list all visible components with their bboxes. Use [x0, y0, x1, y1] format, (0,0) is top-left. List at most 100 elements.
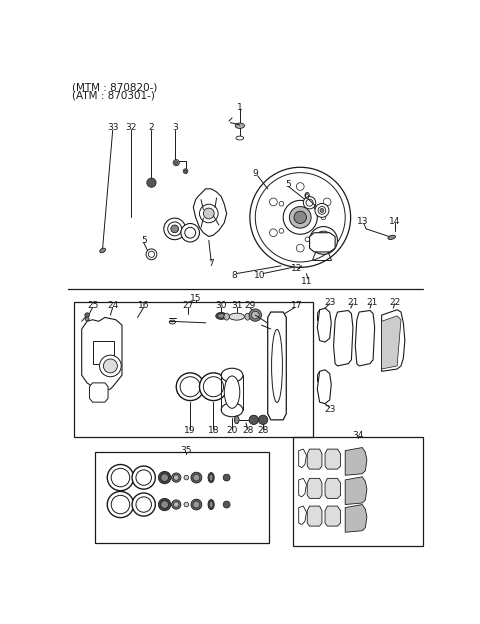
Circle shape — [250, 167, 350, 267]
Circle shape — [103, 359, 117, 373]
Text: (ATM : 870301-): (ATM : 870301-) — [72, 90, 155, 100]
Circle shape — [200, 373, 228, 401]
Circle shape — [305, 193, 310, 198]
Circle shape — [270, 229, 277, 236]
Circle shape — [174, 502, 179, 507]
Ellipse shape — [224, 313, 229, 320]
Circle shape — [323, 198, 331, 206]
Text: 31: 31 — [231, 301, 242, 310]
Polygon shape — [317, 370, 331, 404]
Polygon shape — [310, 233, 335, 252]
Polygon shape — [325, 449, 340, 469]
Circle shape — [310, 227, 337, 255]
Polygon shape — [89, 383, 108, 402]
Circle shape — [258, 415, 268, 424]
Ellipse shape — [209, 501, 213, 508]
Polygon shape — [299, 506, 306, 525]
Text: 23: 23 — [324, 298, 336, 306]
Circle shape — [283, 200, 317, 234]
Circle shape — [249, 415, 258, 424]
Circle shape — [161, 474, 168, 482]
Circle shape — [314, 231, 333, 250]
Text: 1: 1 — [237, 103, 243, 112]
Circle shape — [289, 207, 311, 228]
Text: 27: 27 — [182, 301, 193, 310]
Text: 10: 10 — [254, 271, 266, 280]
Circle shape — [319, 236, 328, 245]
Polygon shape — [299, 479, 306, 497]
Polygon shape — [345, 505, 367, 532]
Circle shape — [132, 466, 156, 489]
Circle shape — [174, 475, 179, 480]
Circle shape — [174, 161, 178, 165]
Circle shape — [171, 225, 179, 233]
Circle shape — [148, 251, 155, 257]
Circle shape — [184, 475, 189, 480]
Ellipse shape — [208, 472, 214, 482]
Circle shape — [168, 222, 181, 236]
Circle shape — [158, 471, 171, 484]
Circle shape — [193, 501, 200, 508]
Circle shape — [111, 469, 130, 487]
Polygon shape — [325, 479, 340, 499]
Polygon shape — [325, 506, 340, 526]
Polygon shape — [334, 311, 353, 366]
Circle shape — [173, 160, 180, 166]
Text: 5: 5 — [141, 236, 146, 245]
Text: 25: 25 — [87, 301, 98, 310]
Ellipse shape — [235, 123, 244, 129]
Circle shape — [303, 197, 316, 209]
Circle shape — [176, 373, 204, 401]
Bar — [74, 302, 312, 437]
Ellipse shape — [218, 314, 225, 318]
Polygon shape — [307, 506, 322, 526]
Text: (MTM : 870820-): (MTM : 870820-) — [72, 82, 157, 92]
Ellipse shape — [388, 235, 396, 240]
Circle shape — [181, 223, 200, 242]
Text: 18: 18 — [208, 426, 219, 435]
Text: 16: 16 — [138, 301, 149, 310]
Ellipse shape — [208, 500, 214, 510]
Circle shape — [183, 169, 188, 173]
Circle shape — [315, 203, 329, 217]
Circle shape — [184, 502, 189, 507]
Polygon shape — [307, 479, 322, 499]
Text: 17: 17 — [290, 301, 302, 310]
Circle shape — [294, 211, 306, 223]
Text: 8: 8 — [231, 271, 237, 280]
Circle shape — [132, 493, 156, 516]
Circle shape — [158, 499, 171, 510]
Text: 5: 5 — [286, 180, 291, 188]
Circle shape — [136, 497, 152, 512]
Text: 21: 21 — [347, 298, 359, 306]
Text: 32: 32 — [126, 123, 137, 132]
Text: 23: 23 — [324, 406, 336, 414]
Text: 2: 2 — [149, 123, 154, 132]
Circle shape — [191, 472, 202, 483]
Ellipse shape — [245, 313, 250, 320]
Circle shape — [146, 249, 157, 260]
Circle shape — [85, 313, 89, 318]
Circle shape — [161, 500, 168, 509]
Text: 28: 28 — [242, 426, 253, 435]
Circle shape — [185, 227, 196, 238]
Circle shape — [318, 207, 326, 214]
Ellipse shape — [221, 368, 243, 382]
Text: 35: 35 — [180, 446, 192, 455]
Circle shape — [249, 309, 262, 321]
Circle shape — [193, 474, 200, 481]
Polygon shape — [345, 447, 367, 475]
Text: 3: 3 — [172, 123, 178, 132]
Bar — [292, 437, 423, 546]
Bar — [95, 452, 269, 543]
Polygon shape — [82, 318, 122, 391]
Text: 6: 6 — [303, 192, 309, 201]
Circle shape — [200, 204, 218, 223]
Text: 14: 14 — [389, 217, 400, 226]
Bar — [93, 341, 114, 364]
Circle shape — [164, 218, 186, 240]
Text: 22: 22 — [389, 298, 400, 306]
Ellipse shape — [216, 313, 227, 319]
Ellipse shape — [224, 376, 240, 408]
Text: 11: 11 — [300, 276, 312, 286]
